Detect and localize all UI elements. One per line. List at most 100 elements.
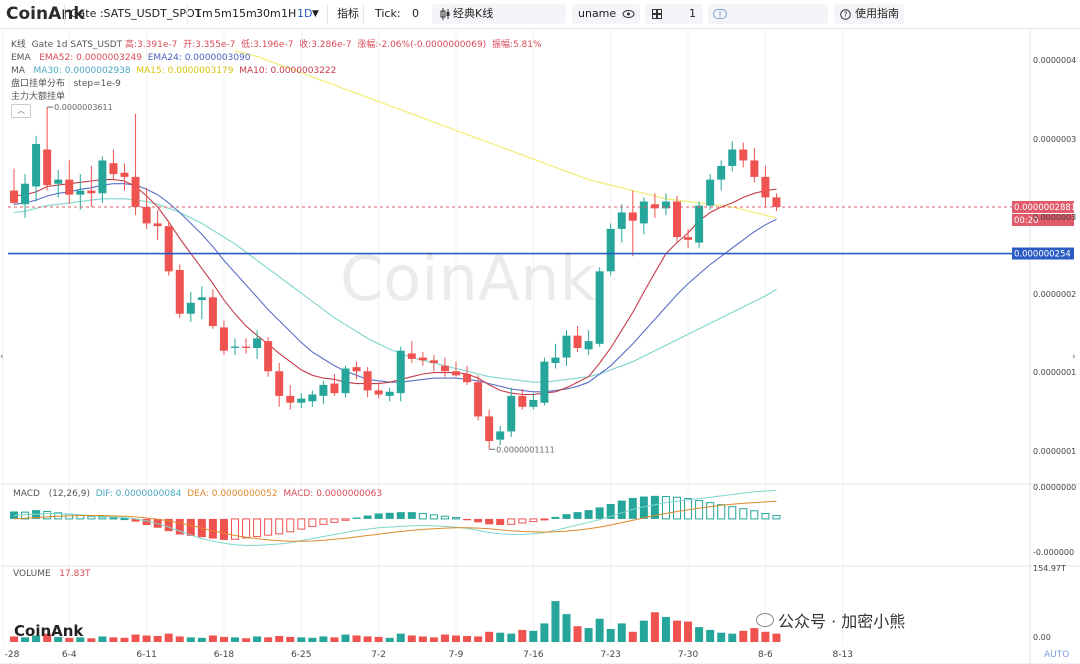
volume-bar (186, 637, 195, 642)
interval-1h[interactable]: 1H (281, 7, 297, 20)
candle-body (418, 357, 427, 361)
macd-bar (628, 497, 637, 519)
candle-body (584, 341, 593, 350)
macd-label: MACD (13, 489, 40, 499)
macd-bar (717, 504, 726, 520)
toggle-icon[interactable] (713, 0, 727, 28)
macd-bar (518, 518, 527, 524)
y-tick-label: 0.0000004 (1033, 56, 1076, 65)
volume-bar (429, 637, 438, 642)
volume-bar (750, 628, 759, 642)
volume-bar (573, 626, 582, 642)
macd-bar (474, 518, 483, 523)
volume-bar (120, 637, 129, 642)
step-value: step=1e-9 (73, 79, 121, 89)
macd-bar (208, 518, 217, 539)
indicators-button[interactable]: 指标 (337, 7, 359, 20)
candle-body (65, 179, 74, 195)
candle-body (562, 335, 571, 358)
volume-bar (761, 631, 770, 642)
candle-body (595, 271, 604, 344)
candle-body (54, 179, 63, 184)
interval-5m[interactable]: 5m (214, 7, 232, 20)
username[interactable]: uname (578, 7, 617, 20)
ema-path (234, 50, 777, 219)
volume-bar (418, 636, 427, 642)
level-price-tag-bg (1012, 247, 1074, 260)
macd-bar (242, 518, 251, 539)
candle-body (264, 341, 273, 372)
volume-bar (739, 630, 748, 642)
price-chart[interactable]: 0.0000002881 00:20 0.000000254 0.0000003611… (0, 30, 1080, 664)
interval-dropdown-icon[interactable]: ▼ (312, 9, 319, 19)
kline-style-label[interactable]: 经典K线 (453, 7, 494, 20)
candle-body (308, 394, 317, 402)
macd-bar (452, 517, 460, 520)
macd-bar (407, 512, 416, 519)
macd-bar (507, 518, 516, 525)
macd-bar (264, 518, 273, 536)
grid-icon[interactable] (652, 0, 662, 28)
layout-count[interactable]: 1 (689, 7, 696, 20)
x-tick-label: 7-16 (523, 650, 544, 660)
macd-bar (418, 512, 427, 520)
chart-watermark: CoinAnk (340, 242, 595, 315)
toggle-control[interactable] (708, 4, 828, 24)
auto-scale-button[interactable]: AUTO (1044, 650, 1070, 660)
macd-bar (761, 512, 770, 520)
macd-bar (253, 518, 262, 538)
volume-y-tick-label: 154.97T (1033, 564, 1066, 573)
interval-15m[interactable]: 15m (232, 7, 257, 20)
interval-1d[interactable]: 1D (297, 7, 313, 20)
collapse-legend-button[interactable]: ︿ (11, 104, 31, 118)
macd-bar (87, 515, 96, 520)
macd-bar (319, 518, 328, 525)
volume-bar (706, 629, 715, 642)
ema-line (234, 50, 777, 219)
kline-style-selector[interactable] (432, 4, 566, 24)
user-menu[interactable] (572, 4, 640, 24)
close-value: 收:3.286e-7 (299, 40, 352, 50)
eye-icon[interactable] (622, 0, 635, 28)
low-value: 低:3.196e-7 (241, 40, 294, 50)
interval-30m[interactable]: 30m (256, 7, 281, 20)
level-price-tag: 0.000000254 (1014, 250, 1071, 260)
macd-bar (396, 512, 405, 519)
volume-bar (208, 635, 217, 642)
macd-y-tick-label: 0.0000000 (1033, 483, 1076, 492)
volume-bar (440, 634, 449, 642)
interval-1m[interactable]: 1m (195, 7, 213, 20)
guide-label[interactable]: 使用指南 (855, 7, 899, 20)
candle-body (429, 360, 438, 364)
macd-bar (164, 518, 173, 532)
candle-body (507, 395, 516, 432)
amplitude-value: 振幅:5.81% (491, 40, 542, 50)
macd-bar (330, 518, 339, 523)
volume-bar (661, 616, 670, 642)
candle-body (739, 149, 748, 161)
volume-bar (264, 637, 273, 642)
candle-body (452, 371, 460, 376)
volume-bar (485, 631, 494, 642)
volume-bar (695, 627, 704, 642)
toolbar-divider (64, 4, 65, 24)
ma15-value: MA15: 0.0000003179 (136, 66, 234, 76)
tick-value[interactable]: 0 (412, 7, 419, 20)
candle-body (617, 212, 626, 229)
volume-bar (76, 637, 85, 642)
orderbook-label: 盘口挂单分布 (11, 79, 66, 89)
symbol-selector[interactable]: Gate :SATS_USDT_SPOT (70, 7, 202, 20)
guide-button[interactable] (834, 4, 904, 24)
x-tick-label: 6-18 (214, 650, 235, 660)
price-lines: 0.0000002881 00:20 0.000000254 0.0000003611… (8, 103, 1076, 454)
scroll-right-icon[interactable]: › (1072, 352, 1076, 362)
macd-bar (750, 510, 759, 520)
volume-bar (584, 628, 593, 642)
help-icon[interactable]: ? (840, 0, 851, 28)
scroll-left-icon[interactable]: ‹ (0, 352, 4, 362)
candle-body (540, 361, 549, 403)
wechat-watermark: 公众号 · 加密小熊 (778, 612, 906, 631)
volume-bar (65, 637, 74, 642)
candle-body (706, 179, 715, 206)
candle-body (219, 327, 228, 351)
